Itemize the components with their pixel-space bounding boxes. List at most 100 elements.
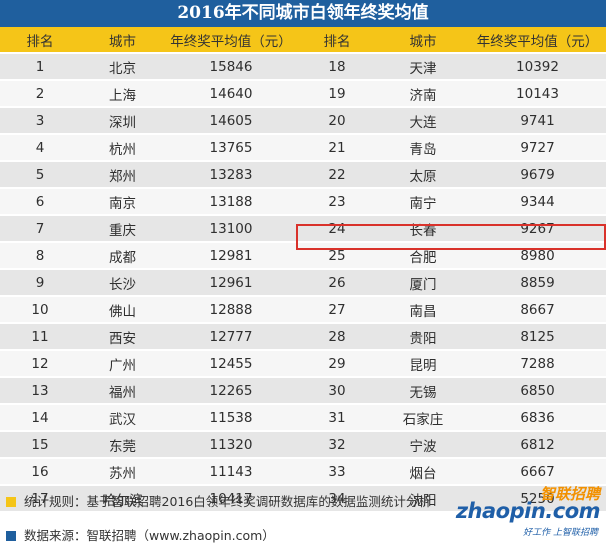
- header-rank-left: 排名: [0, 27, 80, 54]
- table-row: 4 杭州 13765 21 青岛 9727: [0, 134, 606, 162]
- cell-value-right: 9267: [469, 215, 606, 243]
- table-row: 6 南京 13188 23 南宁 9344: [0, 188, 606, 216]
- cell-value-left: 12981: [165, 242, 297, 270]
- table-row: 7 重庆 13100 24 长春 9267: [0, 215, 606, 243]
- cell-value-left: 11320: [165, 431, 297, 459]
- footer-note-source: 数据来源：智联招聘（www.zhaopin.com）: [6, 525, 275, 544]
- cell-value-right: 6850: [469, 377, 606, 405]
- table-row: 1 北京 15846 18 天津 10392: [0, 53, 606, 81]
- table-row: 9 长沙 12961 26 厦门 8859: [0, 269, 606, 297]
- cell-rank-right: 19: [297, 80, 377, 108]
- table-header-row: 排名 城市 年终奖平均值（元） 排名 城市 年终奖平均值（元）: [0, 27, 606, 54]
- cell-rank-left: 2: [0, 80, 80, 108]
- footer: 统计规则：基于智联招聘2016白领年终奖调研数据库的数据监测统计分析 数据来源：…: [0, 483, 606, 551]
- cell-city-left: 南京: [80, 188, 165, 216]
- cell-value-right: 9344: [469, 188, 606, 216]
- cell-city-left: 上海: [80, 80, 165, 108]
- cell-city-right: 宁波: [377, 431, 469, 459]
- header-city-left: 城市: [80, 27, 165, 54]
- cell-rank-left: 3: [0, 107, 80, 135]
- cell-rank-right: 25: [297, 242, 377, 270]
- cell-value-right: 8667: [469, 296, 606, 324]
- cell-value-right: 7288: [469, 350, 606, 378]
- cell-rank-right: 24: [297, 215, 377, 243]
- cell-value-right: 8980: [469, 242, 606, 270]
- header-city-right: 城市: [377, 27, 469, 54]
- cell-city-left: 成都: [80, 242, 165, 270]
- page-title: 2016年不同城市白领年终奖均值: [0, 0, 606, 27]
- cell-city-right: 昆明: [377, 350, 469, 378]
- cell-value-right: 8125: [469, 323, 606, 351]
- cell-value-left: 11143: [165, 458, 297, 486]
- cell-value-left: 12455: [165, 350, 297, 378]
- cell-rank-right: 20: [297, 107, 377, 135]
- table-row: 3 深圳 14605 20 大连 9741: [0, 107, 606, 135]
- cell-rank-left: 4: [0, 134, 80, 162]
- cell-city-left: 杭州: [80, 134, 165, 162]
- cell-city-right: 长春: [377, 215, 469, 243]
- cell-city-right: 合肥: [377, 242, 469, 270]
- cell-value-left: 10417: [165, 485, 297, 513]
- cell-city-left: 西安: [80, 323, 165, 351]
- zhaopin-logo: 智联招聘 zhaopin.com 好工作 上智联招聘: [456, 483, 602, 543]
- cell-rank-left: 12: [0, 350, 80, 378]
- cell-rank-right: 27: [297, 296, 377, 324]
- cell-city-left: 郑州: [80, 161, 165, 189]
- logo-cn-text: 智联招聘: [539, 485, 600, 503]
- cell-value-left: 13100: [165, 215, 297, 243]
- cell-rank-right: 28: [297, 323, 377, 351]
- cell-value-left: 15846: [165, 53, 297, 81]
- cell-rank-right: 29: [297, 350, 377, 378]
- cell-city-right: 济南: [377, 80, 469, 108]
- cell-city-right: 沈阳: [377, 485, 469, 513]
- cell-value-left: 14640: [165, 80, 297, 108]
- cell-value-left: 12888: [165, 296, 297, 324]
- cell-rank-right: 22: [297, 161, 377, 189]
- cell-rank-left: 13: [0, 377, 80, 405]
- cell-value-left: 12961: [165, 269, 297, 297]
- table-row: 14 武汉 11538 31 石家庄 6836: [0, 404, 606, 432]
- cell-value-right: 8859: [469, 269, 606, 297]
- cell-value-right: 5250: [469, 485, 606, 513]
- header-rank-right: 排名: [297, 27, 377, 54]
- cell-city-right: 南宁: [377, 188, 469, 216]
- logo-tagline: 好工作 上智联招聘: [523, 528, 598, 538]
- table-row: 2 上海 14640 19 济南 10143: [0, 80, 606, 108]
- cell-value-right: 9727: [469, 134, 606, 162]
- cell-rank-left: 8: [0, 242, 80, 270]
- cell-city-right: 厦门: [377, 269, 469, 297]
- cell-city-right: 大连: [377, 107, 469, 135]
- cell-city-right: 无锡: [377, 377, 469, 405]
- table-row: 10 佛山 12888 27 南昌 8667: [0, 296, 606, 324]
- cell-city-left: 东莞: [80, 431, 165, 459]
- cell-city-left: 佛山: [80, 296, 165, 324]
- cell-value-left: 11538: [165, 404, 297, 432]
- cell-city-left: 哈尔滨: [80, 485, 165, 513]
- cell-rank-right: 26: [297, 269, 377, 297]
- yellow-square-icon: [6, 497, 16, 507]
- cell-rank-left: 9: [0, 269, 80, 297]
- cell-city-left: 福州: [80, 377, 165, 405]
- cell-city-right: 太原: [377, 161, 469, 189]
- table-row: 13 福州 12265 30 无锡 6850: [0, 377, 606, 405]
- cell-rank-right: 30: [297, 377, 377, 405]
- cell-city-left: 深圳: [80, 107, 165, 135]
- cell-value-right: 9679: [469, 161, 606, 189]
- cell-value-right: 10392: [469, 53, 606, 81]
- cell-rank-right: 23: [297, 188, 377, 216]
- cell-value-left: 13188: [165, 188, 297, 216]
- cell-city-right: 烟台: [377, 458, 469, 486]
- blue-square-icon: [6, 531, 16, 541]
- cell-city-right: 贵阳: [377, 323, 469, 351]
- table-row: 17 哈尔滨 10417 34 沈阳 5250: [0, 485, 606, 513]
- cell-value-left: 14605: [165, 107, 297, 135]
- cell-city-right: 青岛: [377, 134, 469, 162]
- cell-city-left: 长沙: [80, 269, 165, 297]
- cell-rank-left: 10: [0, 296, 80, 324]
- table-row: 11 西安 12777 28 贵阳 8125: [0, 323, 606, 351]
- cell-rank-right: 18: [297, 53, 377, 81]
- cell-rank-left: 5: [0, 161, 80, 189]
- cell-value-right: 6836: [469, 404, 606, 432]
- cell-value-right: 6812: [469, 431, 606, 459]
- cell-city-left: 重庆: [80, 215, 165, 243]
